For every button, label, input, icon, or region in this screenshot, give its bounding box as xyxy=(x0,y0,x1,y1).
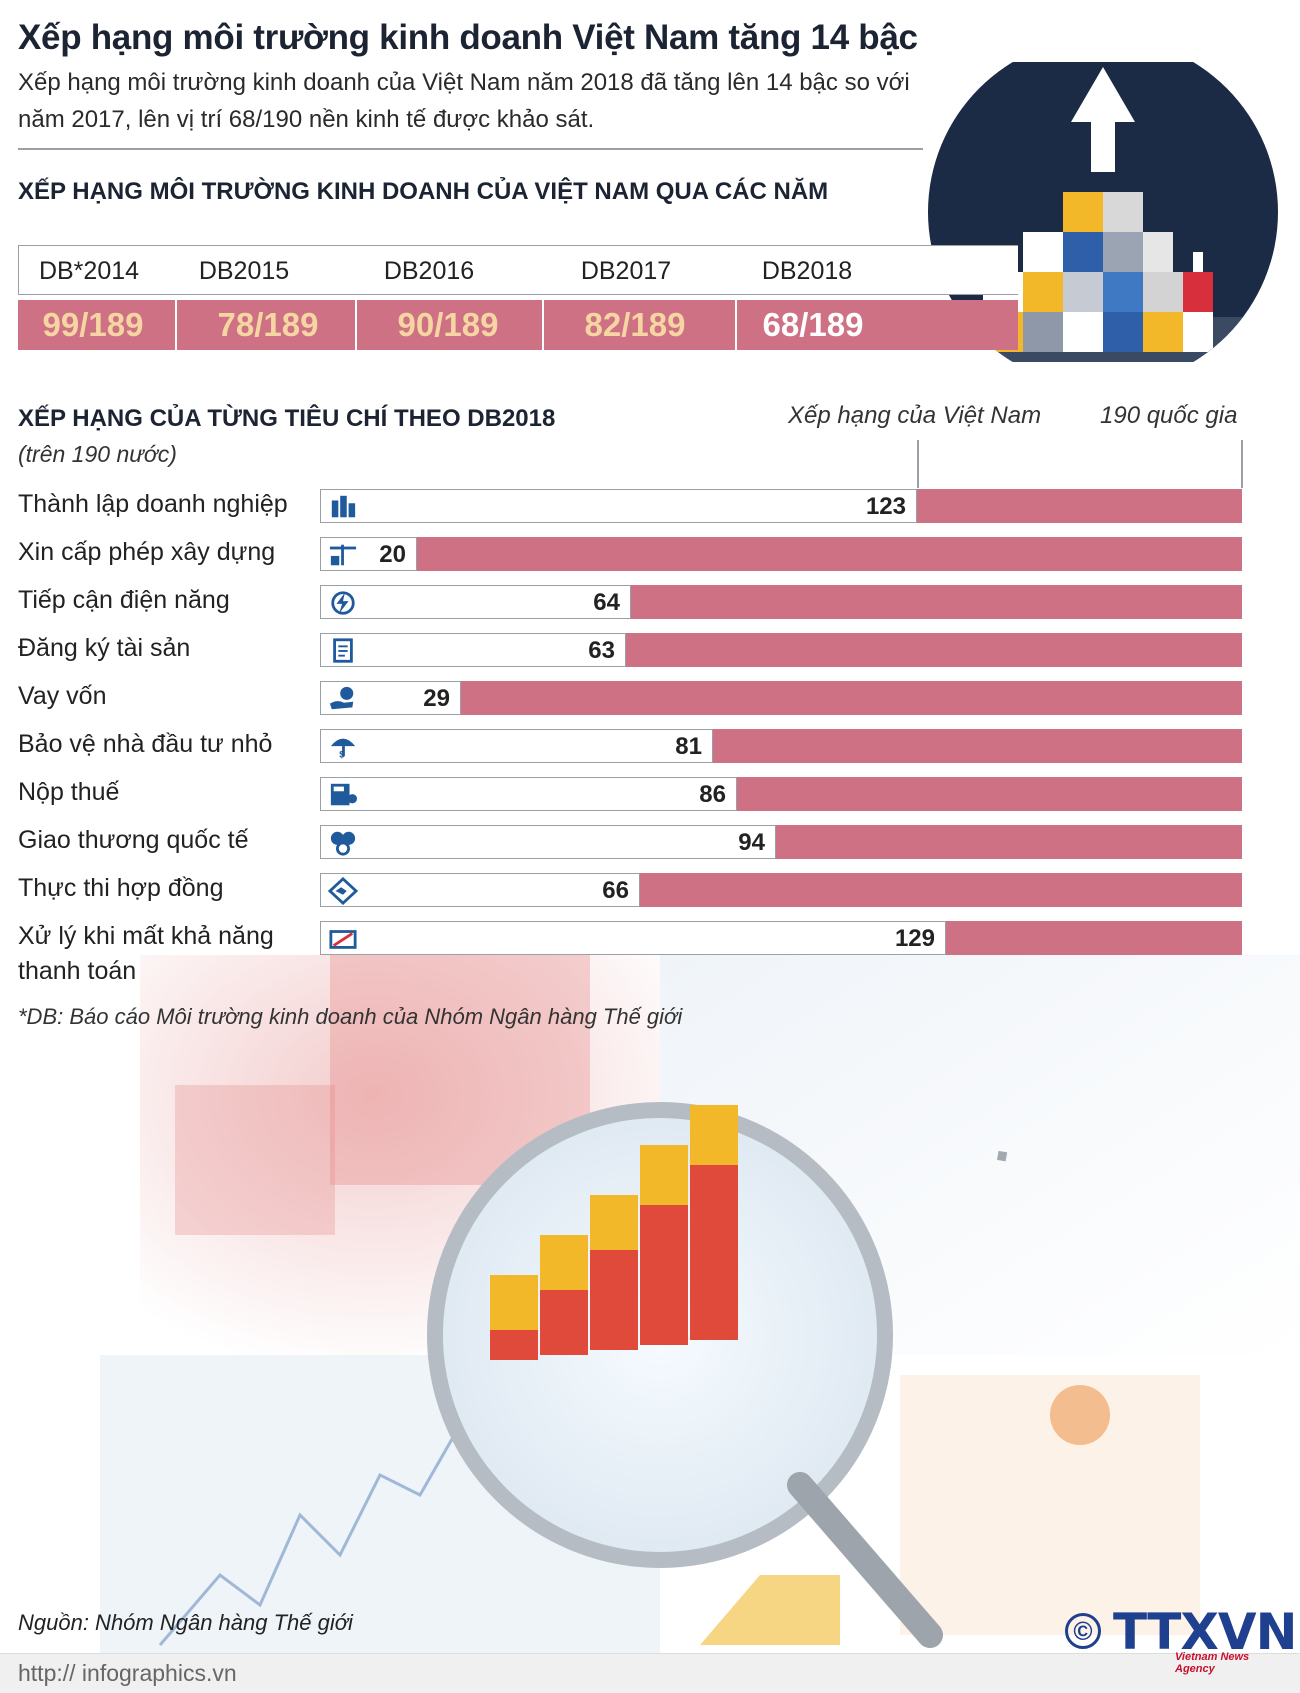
ranks-row: 99/189 78/189 90/189 82/189 68/189 xyxy=(18,300,1018,350)
site-url[interactable]: http:// infographics.vn xyxy=(18,1660,237,1686)
rank-divider xyxy=(542,300,544,350)
umbrella-icon: $ xyxy=(330,738,356,759)
indicator-value: 66 xyxy=(602,877,629,904)
indicator-bar: 20 xyxy=(320,537,417,571)
indicator-value: 123 xyxy=(865,493,906,520)
indicator-label: Tiếp cận điện năng xyxy=(18,586,230,614)
indicator-bar-track: 123 xyxy=(320,489,1242,523)
indicator-value: 81 xyxy=(675,733,702,760)
vietnam-guide-line xyxy=(917,440,919,488)
year-label: DB*2014 xyxy=(38,257,140,285)
rank-value: 78/189 xyxy=(217,306,319,343)
indicator-bar: 86 xyxy=(320,777,737,811)
indicator-label: Thực thi hợp đồng xyxy=(18,874,224,902)
indicator-label: Xin cấp phép xây dựng xyxy=(18,538,276,566)
svg-text:$: $ xyxy=(339,749,345,759)
indicator-bar-track: 86 xyxy=(320,777,1242,811)
rank-value: 99/189 xyxy=(42,306,144,343)
indicator-bar: 94 xyxy=(320,825,776,859)
indicator-label: Vay vốn xyxy=(18,682,107,710)
indicator-label: Nộp thuế xyxy=(18,778,120,806)
finance-collage-background: · xyxy=(100,955,1300,1655)
indicator-bar-track: 20 xyxy=(320,537,1242,571)
logo-subtitle: Vietnam News Agency xyxy=(1175,1651,1250,1675)
indicator-value: 129 xyxy=(894,925,935,952)
year-label: DB2015 xyxy=(198,257,290,285)
title-divider xyxy=(18,148,923,150)
footer-bar xyxy=(0,1653,1300,1693)
year-label: DB2016 xyxy=(383,257,475,285)
rank-divider xyxy=(355,300,357,350)
indicator-bar-track: 129 xyxy=(320,921,1242,955)
year-label: DB2018 xyxy=(761,257,853,285)
indicator-value: 86 xyxy=(699,781,726,808)
crane-icon xyxy=(329,544,357,566)
indicator-label: Bảo vệ nhà đầu tư nhỏ xyxy=(18,730,273,758)
ttxvn-logo: © TTXVN Vietnam News Agency xyxy=(1065,1603,1297,1675)
column-vietnam-label: Xếp hạng của Việt Nam xyxy=(788,402,1042,429)
rank-value: 82/189 xyxy=(584,306,686,343)
indicator-note: (trên 190 nước) xyxy=(18,441,177,467)
indicator-bar-track: $81 xyxy=(320,729,1242,763)
footnote: *DB: Báo cáo Môi trường kinh doanh của N… xyxy=(18,1004,683,1029)
indicator-value: 94 xyxy=(738,829,765,856)
handshake-icon xyxy=(327,877,359,905)
document-icon xyxy=(333,638,353,663)
indicator-label: Giao thương quốc tế xyxy=(18,826,249,854)
indicator-value: 29 xyxy=(423,685,450,712)
indicator-bar: 123 xyxy=(320,489,917,523)
rank-value-highlight: 68/189 xyxy=(762,306,864,343)
year-label: DB2017 xyxy=(580,257,672,285)
copyright-icon: © xyxy=(1065,1613,1101,1649)
indicator-label: Xử lý khi mất khả năng thanh toán xyxy=(18,922,274,985)
tax-icon xyxy=(330,783,357,806)
rank-value: 90/189 xyxy=(397,306,499,343)
rank-divider xyxy=(735,300,737,350)
indicator-bar: $81 xyxy=(320,729,713,763)
source-note: Nguồn: Nhóm Ngân hàng Thế giới xyxy=(18,1610,353,1635)
indicator-heading: XẾP HẠNG CỦA TỪNG TIÊU CHÍ THEO DB2018 xyxy=(18,405,556,432)
rank-divider xyxy=(175,300,177,350)
indicator-bar-track: 64 xyxy=(320,585,1242,619)
building-icon xyxy=(331,495,356,518)
indicator-bar-track: 94 xyxy=(320,825,1242,859)
column-total-label: 190 quốc gia xyxy=(1100,402,1238,429)
indicator-bar-track: 66 xyxy=(320,873,1242,907)
loan-icon xyxy=(329,686,354,710)
indicator-label: Đăng ký tài sản xyxy=(18,634,191,662)
indicator-bar: 129 xyxy=(320,921,946,955)
indicator-bar: 29 xyxy=(320,681,461,715)
years-row: DB*2014 DB2015 DB2016 DB2017 DB2018 xyxy=(18,245,1018,295)
indicator-value: 63 xyxy=(588,637,615,664)
indicator-value: 64 xyxy=(593,589,620,616)
card-icon xyxy=(329,930,357,949)
indicator-label: Thành lập doanh nghiệp xyxy=(18,490,288,518)
indicator-bar-track: 29 xyxy=(320,681,1242,715)
years-heading: XẾP HẠNG MÔI TRƯỜNG KINH DOANH CỦA VIỆT … xyxy=(18,178,829,205)
indicator-bar: 66 xyxy=(320,873,640,907)
indicator-bar-track: 63 xyxy=(320,633,1242,667)
logo-name: TTXVN xyxy=(1113,1603,1297,1661)
page-subtitle: Xếp hạng môi trường kinh doanh của Việt … xyxy=(18,69,910,133)
indicator-bar: 63 xyxy=(320,633,626,667)
electricity-icon xyxy=(331,591,355,615)
trade-icon xyxy=(330,831,356,856)
total-guide-line xyxy=(1241,440,1243,488)
indicator-bar: 64 xyxy=(320,585,631,619)
indicator-value: 20 xyxy=(379,541,406,568)
page-title: Xếp hạng môi trường kinh doanh Việt Nam … xyxy=(18,18,918,57)
